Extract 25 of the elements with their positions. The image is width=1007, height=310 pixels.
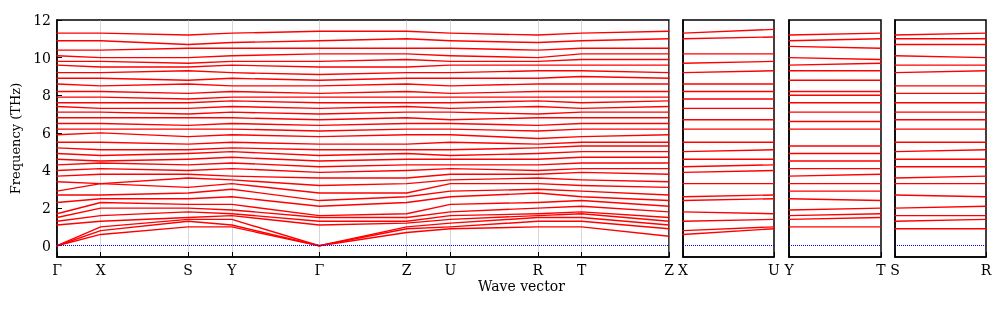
x-tick-label: X <box>95 262 106 278</box>
x-tick-label: Y <box>783 262 795 278</box>
y-tick-label: 0 <box>42 237 51 254</box>
x-tick-label: R <box>980 262 992 278</box>
x-tick-label: Y <box>226 262 238 278</box>
x-tick-label: T <box>576 262 587 278</box>
y-tick-label: 8 <box>42 87 51 104</box>
y-tick-label: 4 <box>42 162 52 179</box>
x-tick-label: Γ <box>314 262 325 278</box>
x-tick-label: X <box>678 262 689 278</box>
x-tick-label: Z <box>401 262 412 278</box>
y-tick-label: 12 <box>33 12 51 28</box>
x-tick-label: S <box>890 262 900 278</box>
x-tick-label: S <box>183 262 193 278</box>
y-tick-label: 6 <box>42 124 52 141</box>
x-tick-label: Γ <box>52 262 63 278</box>
x-tick-label: U <box>768 262 781 278</box>
x-axis-title: Wave vector <box>478 278 566 294</box>
x-tick-label: R <box>532 262 544 278</box>
x-tick-label: T <box>876 262 887 278</box>
x-tick-label: U <box>444 262 457 278</box>
x-tick-label: Z <box>664 262 675 278</box>
y-tick-label: 2 <box>42 200 51 217</box>
y-tick-label: 10 <box>33 49 51 66</box>
y-axis-title: Frequency (THz) <box>8 82 24 195</box>
